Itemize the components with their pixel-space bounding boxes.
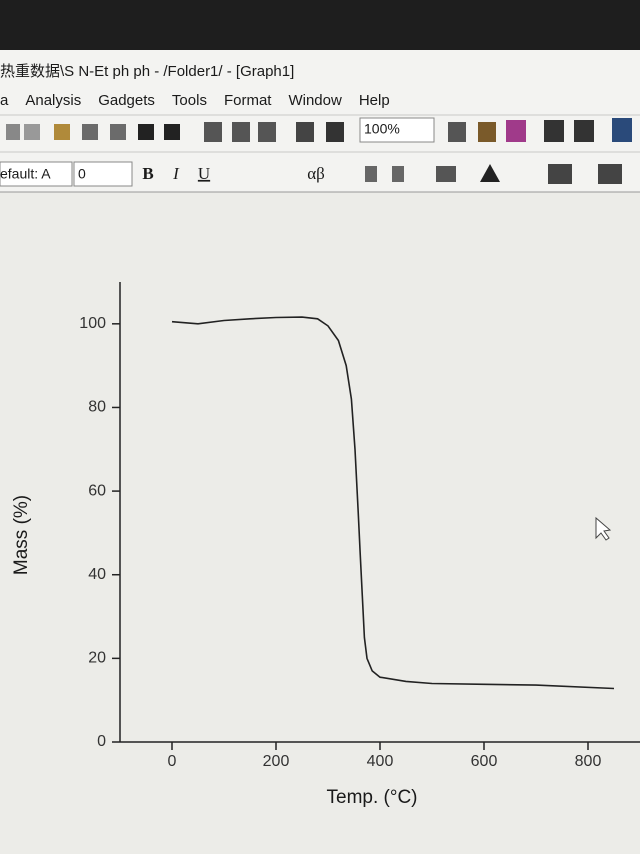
menu-item[interactable]: a bbox=[0, 92, 9, 109]
icon[interactable] bbox=[6, 124, 20, 140]
menu-item[interactable]: Format bbox=[224, 92, 272, 109]
mouse-cursor bbox=[595, 516, 612, 541]
icon[interactable] bbox=[54, 124, 70, 140]
x-tick-label: 600 bbox=[471, 753, 498, 770]
y-tick-label: 20 bbox=[88, 650, 106, 667]
x-tick-label: 0 bbox=[168, 753, 177, 770]
icon[interactable] bbox=[612, 118, 632, 142]
menu-item[interactable]: Analysis bbox=[25, 92, 81, 109]
y-tick-label: 80 bbox=[88, 399, 106, 416]
icon[interactable] bbox=[204, 122, 222, 142]
icon[interactable] bbox=[544, 120, 564, 142]
font-name: efault: A bbox=[0, 166, 51, 182]
icon[interactable] bbox=[436, 166, 456, 182]
x-tick-label: 400 bbox=[367, 753, 394, 770]
window-title: 热重数据\S N-Et ph ph - /Folder1/ - [Graph1] bbox=[0, 63, 294, 80]
y-tick-label: 60 bbox=[88, 482, 106, 499]
toolbar-standard: 100% bbox=[6, 117, 632, 143]
icon[interactable] bbox=[392, 166, 404, 182]
x-tick-label: 800 bbox=[575, 753, 602, 770]
menu-item[interactable]: Tools bbox=[172, 92, 207, 109]
icon[interactable] bbox=[232, 122, 250, 142]
icon[interactable] bbox=[478, 122, 496, 142]
bezel bbox=[0, 0, 640, 50]
format-button[interactable]: B bbox=[142, 164, 153, 183]
icon[interactable] bbox=[448, 122, 466, 142]
menu-item[interactable]: Gadgets bbox=[98, 92, 155, 109]
format-button[interactable]: U bbox=[198, 164, 210, 183]
icon[interactable] bbox=[574, 120, 594, 142]
format-button[interactable]: I bbox=[172, 164, 180, 183]
menu-bar: a Analysis Gadgets Tools Format Window Help bbox=[0, 92, 390, 109]
icon[interactable] bbox=[258, 122, 276, 142]
menu-item[interactable]: Window bbox=[288, 92, 342, 109]
icon[interactable] bbox=[82, 124, 98, 140]
zoom-combo[interactable] bbox=[359, 117, 435, 143]
y-tick-label: 40 bbox=[88, 566, 106, 583]
y-tick-label: 100 bbox=[79, 315, 106, 332]
icon[interactable] bbox=[506, 120, 526, 142]
x-tick-label: 200 bbox=[263, 753, 290, 770]
zoom-value: 100% bbox=[364, 121, 400, 137]
icon[interactable] bbox=[365, 166, 377, 182]
y-tick-label: 0 bbox=[97, 733, 106, 750]
icon[interactable] bbox=[110, 124, 126, 140]
icon[interactable] bbox=[480, 164, 500, 182]
plot: 0 20 40 60 80 100 0 200 400 600 800 bbox=[79, 282, 640, 770]
icon[interactable] bbox=[548, 164, 572, 184]
font-size: 0 bbox=[78, 166, 86, 182]
icon[interactable] bbox=[296, 122, 314, 142]
icon[interactable] bbox=[326, 122, 344, 142]
icon[interactable] bbox=[138, 124, 154, 140]
font-combo[interactable] bbox=[0, 161, 73, 187]
menu-item[interactable]: Help bbox=[359, 92, 390, 109]
x-axis-title: Temp. (°C) bbox=[327, 787, 418, 808]
data-line bbox=[171, 316, 615, 690]
y-axis-title: Mass (%) bbox=[11, 495, 32, 575]
icon[interactable] bbox=[598, 164, 622, 184]
icon[interactable] bbox=[24, 124, 40, 140]
size-combo[interactable] bbox=[73, 161, 133, 187]
icon[interactable] bbox=[164, 124, 180, 140]
format-button[interactable]: αβ bbox=[307, 164, 325, 183]
